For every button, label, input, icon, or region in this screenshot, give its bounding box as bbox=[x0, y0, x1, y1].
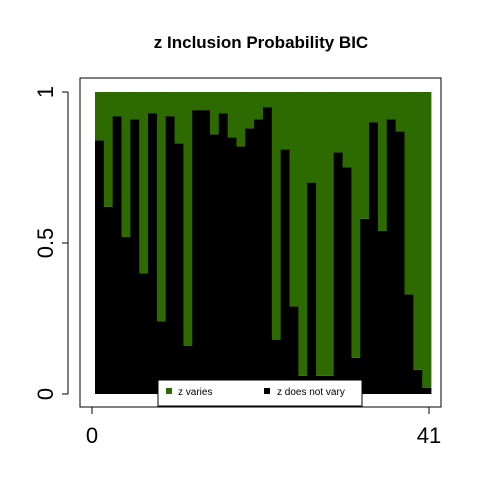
bar-z-does-not-vary-29 bbox=[351, 357, 361, 394]
bar-z-does-not-vary-36 bbox=[413, 369, 423, 394]
x-axis: 0 41 bbox=[86, 406, 441, 448]
bar-z-does-not-vary-22 bbox=[289, 306, 299, 394]
y-axis: 00.51 bbox=[33, 86, 69, 400]
bar-z-does-not-vary-2 bbox=[112, 116, 122, 394]
bar-z-varies-1 bbox=[103, 92, 114, 207]
bar-z-varies-7 bbox=[156, 92, 167, 322]
bar-z-does-not-vary-7 bbox=[156, 321, 167, 394]
bar-z-varies-15 bbox=[227, 92, 237, 138]
bar-z-does-not-vary-34 bbox=[395, 131, 405, 394]
bar-z-varies-23 bbox=[298, 92, 308, 376]
bar-z-does-not-vary-13 bbox=[209, 134, 220, 394]
bar-z-does-not-vary-20 bbox=[271, 339, 282, 394]
bar-z-varies-24 bbox=[307, 92, 317, 183]
bar-z-does-not-vary-4 bbox=[130, 119, 140, 395]
bar-z-does-not-vary-17 bbox=[245, 128, 255, 395]
bar-z-varies-28 bbox=[342, 92, 352, 168]
bar-z-varies-17 bbox=[245, 92, 255, 129]
bar-z-does-not-vary-0 bbox=[95, 140, 105, 394]
bar-z-does-not-vary-10 bbox=[183, 345, 193, 394]
chart-title: z Inclusion Probability BIC bbox=[154, 33, 368, 52]
bar-z-does-not-vary-35 bbox=[404, 294, 414, 394]
bar-z-does-not-vary-19 bbox=[263, 107, 273, 394]
bar-z-does-not-vary-15 bbox=[227, 137, 237, 395]
bar-z-varies-26 bbox=[324, 92, 335, 376]
bar-z-does-not-vary-9 bbox=[174, 143, 184, 394]
bar-z-varies-9 bbox=[174, 92, 184, 144]
bar-z-does-not-vary-33 bbox=[386, 119, 397, 395]
bar-z-varies-31 bbox=[369, 92, 379, 123]
bars-layer bbox=[95, 92, 432, 395]
bar-z-varies-5 bbox=[139, 92, 149, 274]
bar-z-varies-14 bbox=[218, 92, 229, 114]
bar-z-varies-22 bbox=[289, 92, 299, 307]
bar-z-does-not-vary-6 bbox=[148, 113, 158, 394]
legend-label-z-varies: z varies bbox=[178, 387, 212, 398]
bar-z-varies-34 bbox=[395, 92, 405, 132]
bar-z-varies-3 bbox=[121, 92, 131, 237]
bar-z-does-not-vary-16 bbox=[236, 146, 246, 394]
bar-z-varies-18 bbox=[254, 92, 264, 120]
legend-swatch-z-varies bbox=[166, 388, 172, 394]
bar-z-varies-30 bbox=[360, 92, 370, 219]
bar-z-varies-0 bbox=[95, 92, 105, 141]
bar-z-varies-16 bbox=[236, 92, 246, 147]
bar-z-does-not-vary-32 bbox=[377, 230, 388, 394]
bar-z-varies-21 bbox=[280, 92, 290, 150]
bar-z-varies-27 bbox=[333, 92, 343, 153]
legend-label-z-does-not-vary: z does not vary bbox=[277, 387, 345, 398]
bar-z-varies-19 bbox=[263, 92, 273, 108]
bar-z-does-not-vary-12 bbox=[201, 110, 211, 395]
bar-z-varies-6 bbox=[148, 92, 158, 114]
bar-z-does-not-vary-27 bbox=[333, 152, 343, 394]
bar-z-varies-4 bbox=[130, 92, 140, 120]
bar-z-does-not-vary-37 bbox=[422, 387, 432, 394]
bar-z-varies-37 bbox=[422, 92, 432, 388]
bar-z-does-not-vary-1 bbox=[103, 206, 114, 394]
bar-z-varies-35 bbox=[404, 92, 414, 295]
bar-z-does-not-vary-28 bbox=[342, 167, 352, 394]
bar-z-does-not-vary-18 bbox=[254, 119, 264, 395]
bar-z-varies-29 bbox=[351, 92, 361, 358]
y-tick-label-2: 1 bbox=[33, 86, 58, 98]
bar-z-varies-25 bbox=[316, 92, 326, 376]
bar-z-does-not-vary-11 bbox=[192, 110, 202, 395]
y-tick-label-1: 0.5 bbox=[33, 228, 58, 259]
y-tick-label-0: 0 bbox=[33, 388, 58, 400]
bar-z-does-not-vary-31 bbox=[369, 122, 379, 394]
legend-box bbox=[157, 379, 363, 407]
bar-z-varies-8 bbox=[165, 92, 175, 117]
bar-z-does-not-vary-3 bbox=[121, 236, 131, 394]
bar-z-does-not-vary-30 bbox=[360, 218, 370, 394]
bar-z-varies-32 bbox=[377, 92, 388, 231]
bar-z-does-not-vary-5 bbox=[139, 273, 149, 394]
legend-swatch-z-does-not-vary bbox=[264, 388, 270, 394]
bar-z-varies-33 bbox=[386, 92, 397, 120]
x-tick-label-1: 41 bbox=[417, 423, 441, 448]
bar-z-varies-36 bbox=[413, 92, 423, 370]
bar-z-varies-12 bbox=[201, 92, 211, 111]
bar-z-varies-13 bbox=[209, 92, 220, 135]
bar-z-varies-2 bbox=[112, 92, 122, 117]
bar-z-varies-11 bbox=[192, 92, 202, 111]
bar-z-does-not-vary-14 bbox=[218, 113, 229, 394]
bar-z-varies-10 bbox=[183, 92, 193, 346]
x-tick-label-0: 0 bbox=[86, 423, 98, 448]
legend: z varies z does not vary bbox=[157, 379, 363, 407]
bar-z-varies-20 bbox=[271, 92, 282, 340]
bar-z-does-not-vary-24 bbox=[307, 182, 317, 394]
bar-z-does-not-vary-8 bbox=[165, 116, 175, 394]
bar-z-does-not-vary-21 bbox=[280, 149, 290, 394]
